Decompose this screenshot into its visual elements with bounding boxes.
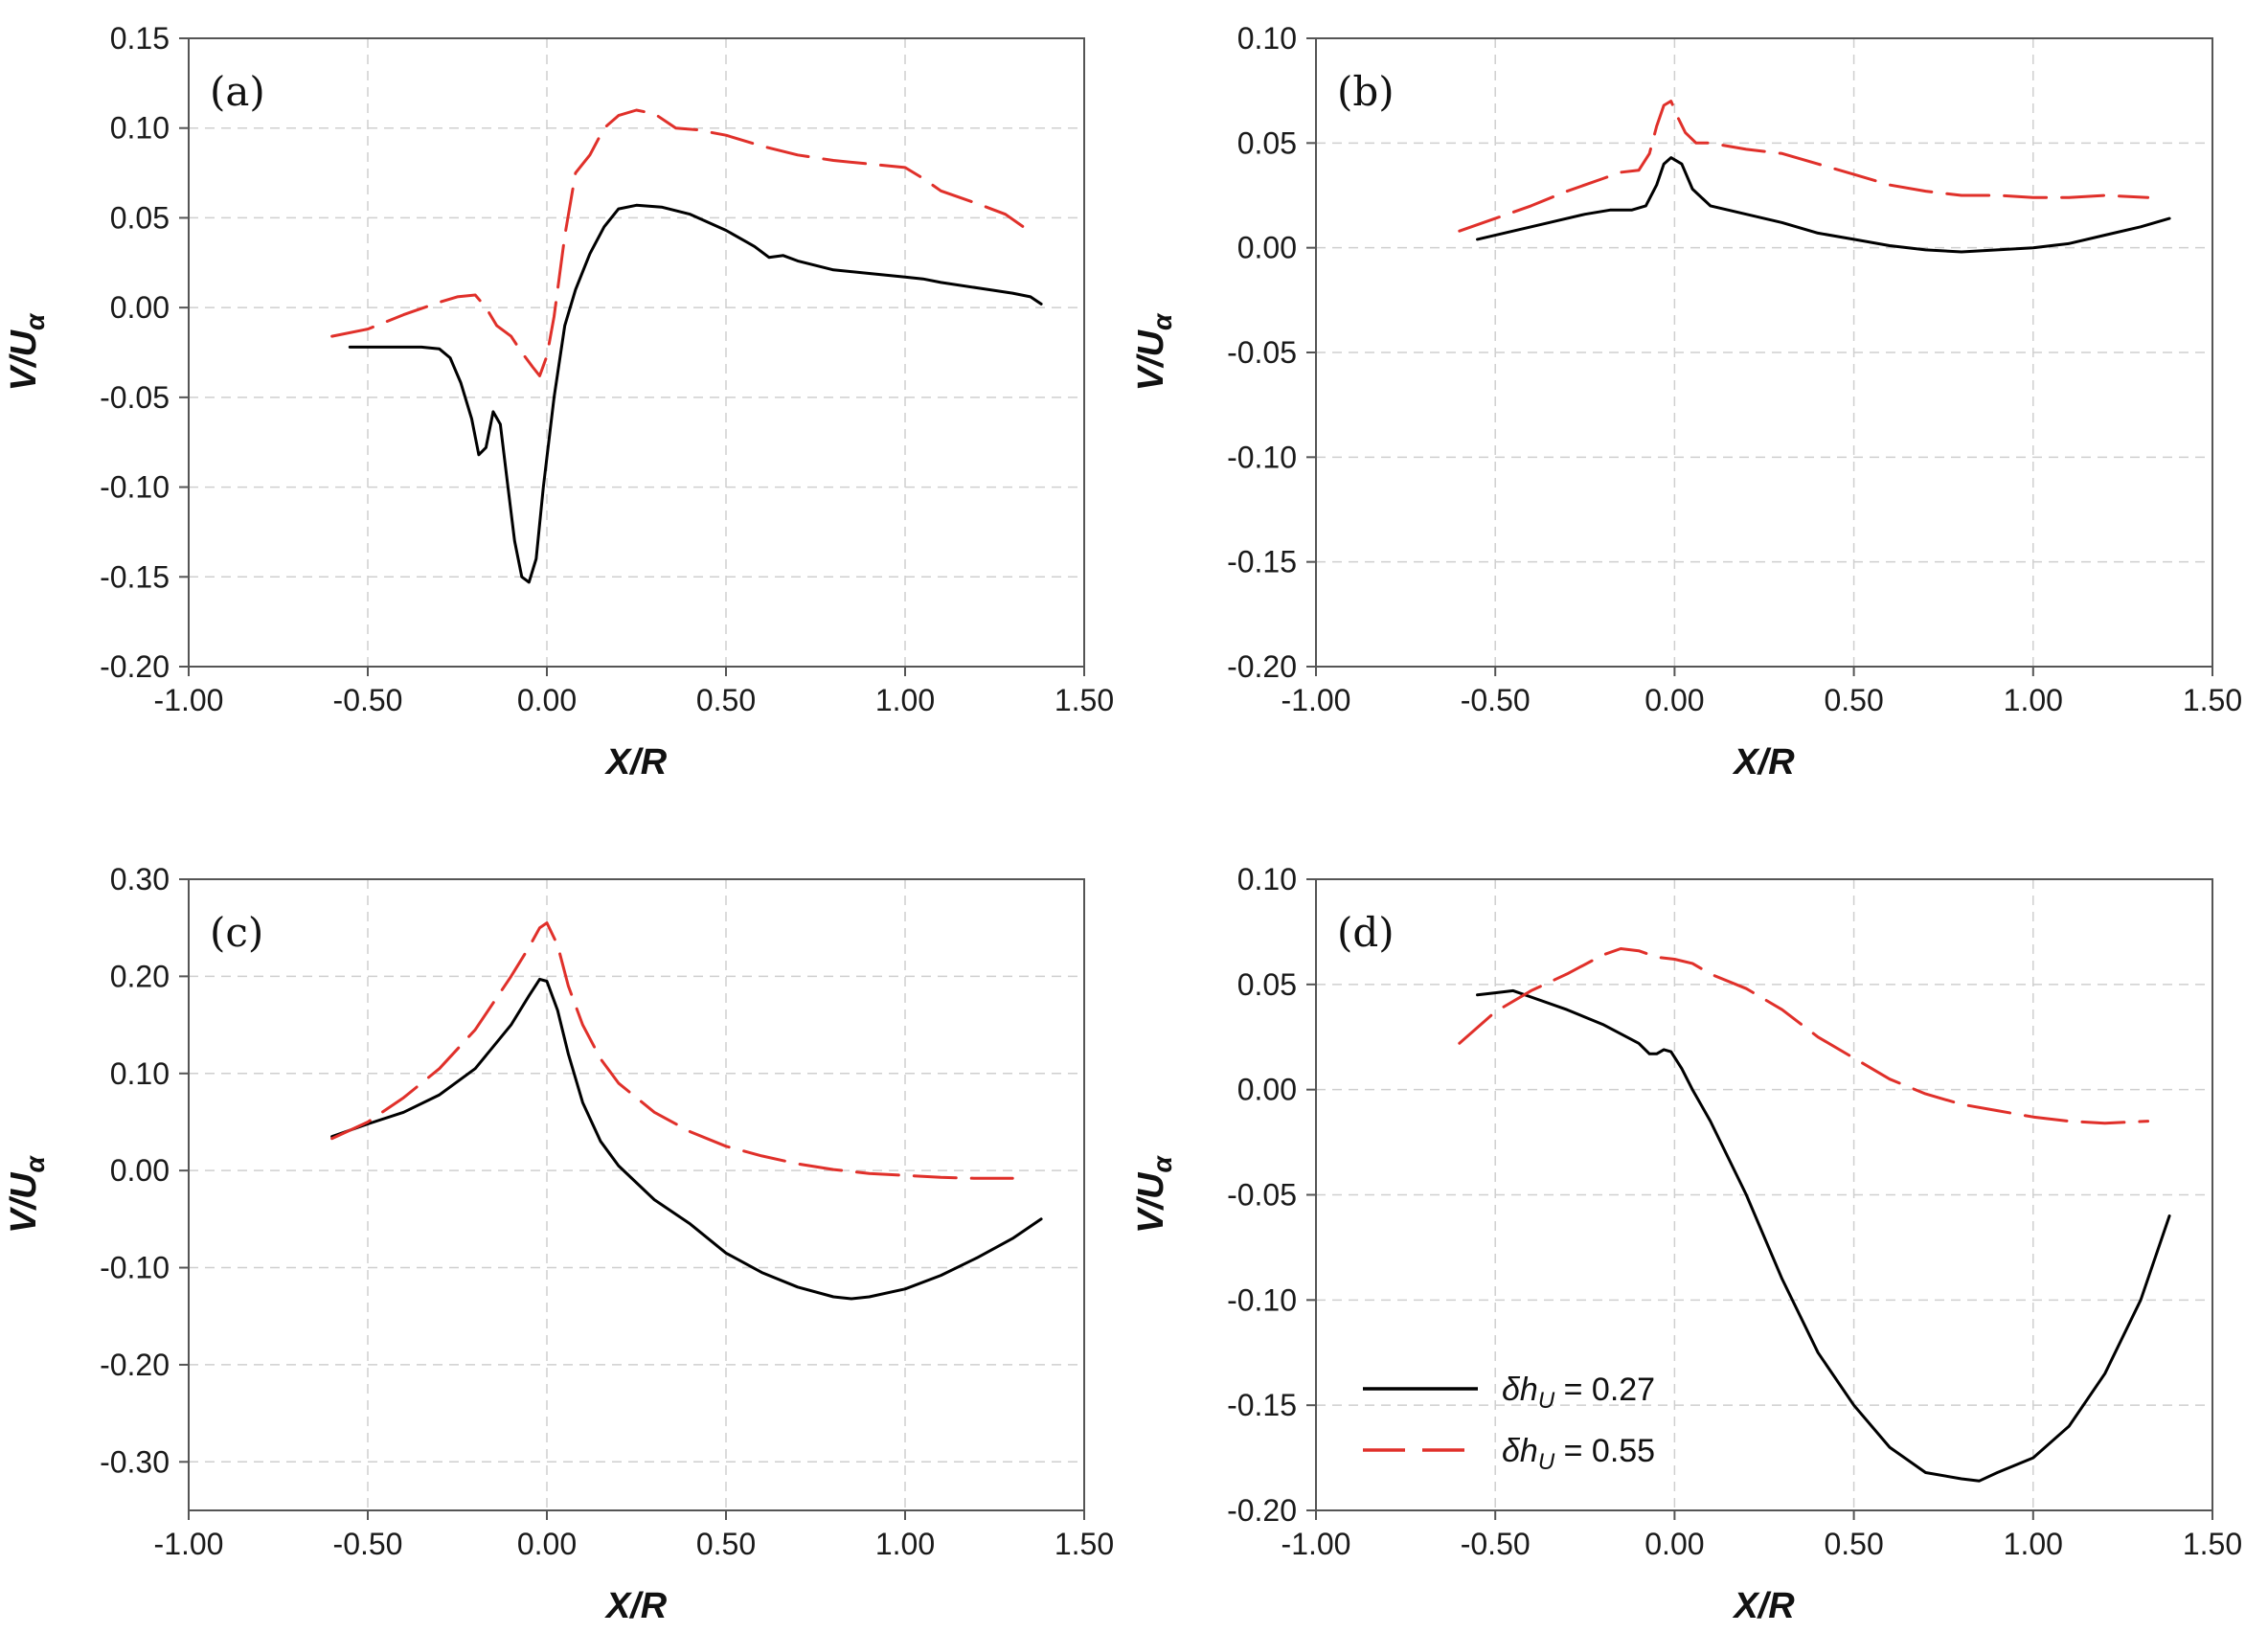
- x-tick-label: 1.00: [2004, 683, 2063, 717]
- x-tick-label: 1.50: [2183, 683, 2242, 717]
- y-tick-label: 0.05: [1237, 967, 1297, 1002]
- y-tick-label: 0.00: [110, 1153, 170, 1188]
- y-tick-label: -0.15: [100, 559, 170, 594]
- series-line-solid: [1476, 156, 2171, 254]
- x-tick-label: 1.50: [1055, 1527, 1114, 1561]
- chart-panel-c: -1.00 -0.50 0.00 0.50 1.00 1.50 -0.30 -0.20 -0.1…: [4, 862, 1114, 1626]
- x-tick-label: 0.50: [696, 683, 756, 717]
- series-line-dashed: [330, 108, 1025, 377]
- x-tick-label: 1.00: [875, 683, 935, 717]
- x-tick-label: 1.00: [2004, 1527, 2063, 1561]
- panel-label: (c): [210, 909, 263, 956]
- y-tick-label: 0.15: [110, 21, 170, 56]
- y-axis-title: V/Uα: [1131, 312, 1177, 391]
- x-axis-title: X/R: [604, 742, 668, 782]
- x-tick-label: 0.00: [517, 1527, 577, 1561]
- y-tick-label: 0.10: [110, 1056, 170, 1091]
- y-tick-label: -0.15: [1227, 545, 1297, 579]
- y-tick-label: -0.30: [100, 1444, 170, 1479]
- legend-label-solid: δhU = 0.27: [1502, 1372, 1655, 1414]
- panel-label: (d): [1337, 909, 1395, 956]
- x-tick-label: 0.50: [1824, 683, 1883, 717]
- x-tick-label: -1.00: [1281, 1527, 1351, 1561]
- y-axis-title: V/Uα: [4, 312, 50, 391]
- y-tick-label: -0.15: [1227, 1388, 1297, 1422]
- panel-label: (b): [1337, 68, 1395, 115]
- plot-frame: [188, 37, 1085, 668]
- series-line-solid: [1476, 988, 2171, 1483]
- y-tick-label: -0.20: [100, 1348, 170, 1382]
- y-tick-label: -0.05: [1227, 1178, 1297, 1213]
- legend-label-dashed: δhU = 0.55: [1502, 1433, 1655, 1475]
- series-line-dashed: [330, 921, 1014, 1180]
- panels: -1.00 -0.50 0.00 0.50 1.00 1.50 -0.20 -0.15 -0.1…: [4, 21, 2242, 1626]
- x-tick-label: -1.00: [154, 683, 224, 717]
- series-line-solid: [330, 977, 1043, 1301]
- x-tick-label: 0.00: [517, 683, 577, 717]
- y-tick-label: 0.00: [1237, 1073, 1297, 1107]
- x-axis-title: X/R: [1732, 1586, 1795, 1626]
- x-tick-label: 0.00: [1644, 683, 1704, 717]
- y-tick-label: -0.20: [1227, 649, 1297, 684]
- x-tick-label: -0.50: [1461, 683, 1531, 717]
- x-tick-label: 0.50: [1824, 1527, 1883, 1561]
- x-axis-title: X/R: [1732, 742, 1795, 782]
- series-line-solid: [348, 203, 1043, 584]
- x-tick-label: -0.50: [1461, 1527, 1531, 1561]
- x-tick-label: 1.00: [875, 1527, 935, 1561]
- x-axis-title: X/R: [604, 1586, 668, 1626]
- chart-panel-b: -1.00 -0.50 0.00 0.50 1.00 1.50 -0.20 -0.15 -0.1…: [1131, 21, 2242, 782]
- y-tick-label: 0.30: [110, 862, 170, 896]
- x-tick-label: -1.00: [154, 1527, 224, 1561]
- x-tick-label: -0.50: [333, 683, 403, 717]
- panel-label: (a): [210, 68, 265, 115]
- y-tick-label: 0.05: [110, 200, 170, 235]
- chart-panel-d: -1.00 -0.50 0.00 0.50 1.00 1.50 -0.20 -0.15 -0.1…: [1131, 862, 2242, 1626]
- y-tick-label: 0.00: [1237, 231, 1297, 265]
- plot-frame: [188, 878, 1085, 1511]
- y-tick-label: -0.10: [100, 470, 170, 505]
- y-tick-label: 0.10: [110, 111, 170, 146]
- y-axis-title: V/Uα: [4, 1155, 50, 1234]
- y-tick-label: -0.20: [100, 649, 170, 684]
- x-tick-label: 0.00: [1644, 1527, 1704, 1561]
- x-tick-label: -0.50: [333, 1527, 403, 1561]
- y-tick-label: 0.05: [1237, 125, 1297, 160]
- y-tick-label: -0.05: [1227, 335, 1297, 370]
- x-tick-label: 0.50: [696, 1527, 756, 1561]
- x-tick-label: 1.50: [1055, 683, 1114, 717]
- y-tick-label: -0.10: [1227, 440, 1297, 474]
- series-line-dashed: [1458, 947, 2150, 1125]
- chart-panel-a: -1.00 -0.50 0.00 0.50 1.00 1.50 -0.20 -0.15 -0.1…: [4, 21, 1114, 782]
- y-tick-label: -0.10: [1227, 1282, 1297, 1317]
- y-tick-label: -0.20: [1227, 1493, 1297, 1528]
- legend: δhU = 0.27 δhU = 0.55: [1363, 1372, 1655, 1475]
- series-line-dashed: [1458, 100, 2150, 233]
- y-tick-label: 0.20: [110, 959, 170, 993]
- y-tick-label: -0.10: [100, 1251, 170, 1285]
- x-tick-label: -1.00: [1281, 683, 1351, 717]
- y-tick-label: -0.05: [100, 380, 170, 415]
- x-tick-label: 1.50: [2183, 1527, 2242, 1561]
- y-axis-title: V/Uα: [1131, 1155, 1177, 1234]
- y-tick-label: 0.10: [1237, 21, 1297, 56]
- y-tick-label: 0.10: [1237, 862, 1297, 896]
- y-tick-label: 0.00: [110, 290, 170, 325]
